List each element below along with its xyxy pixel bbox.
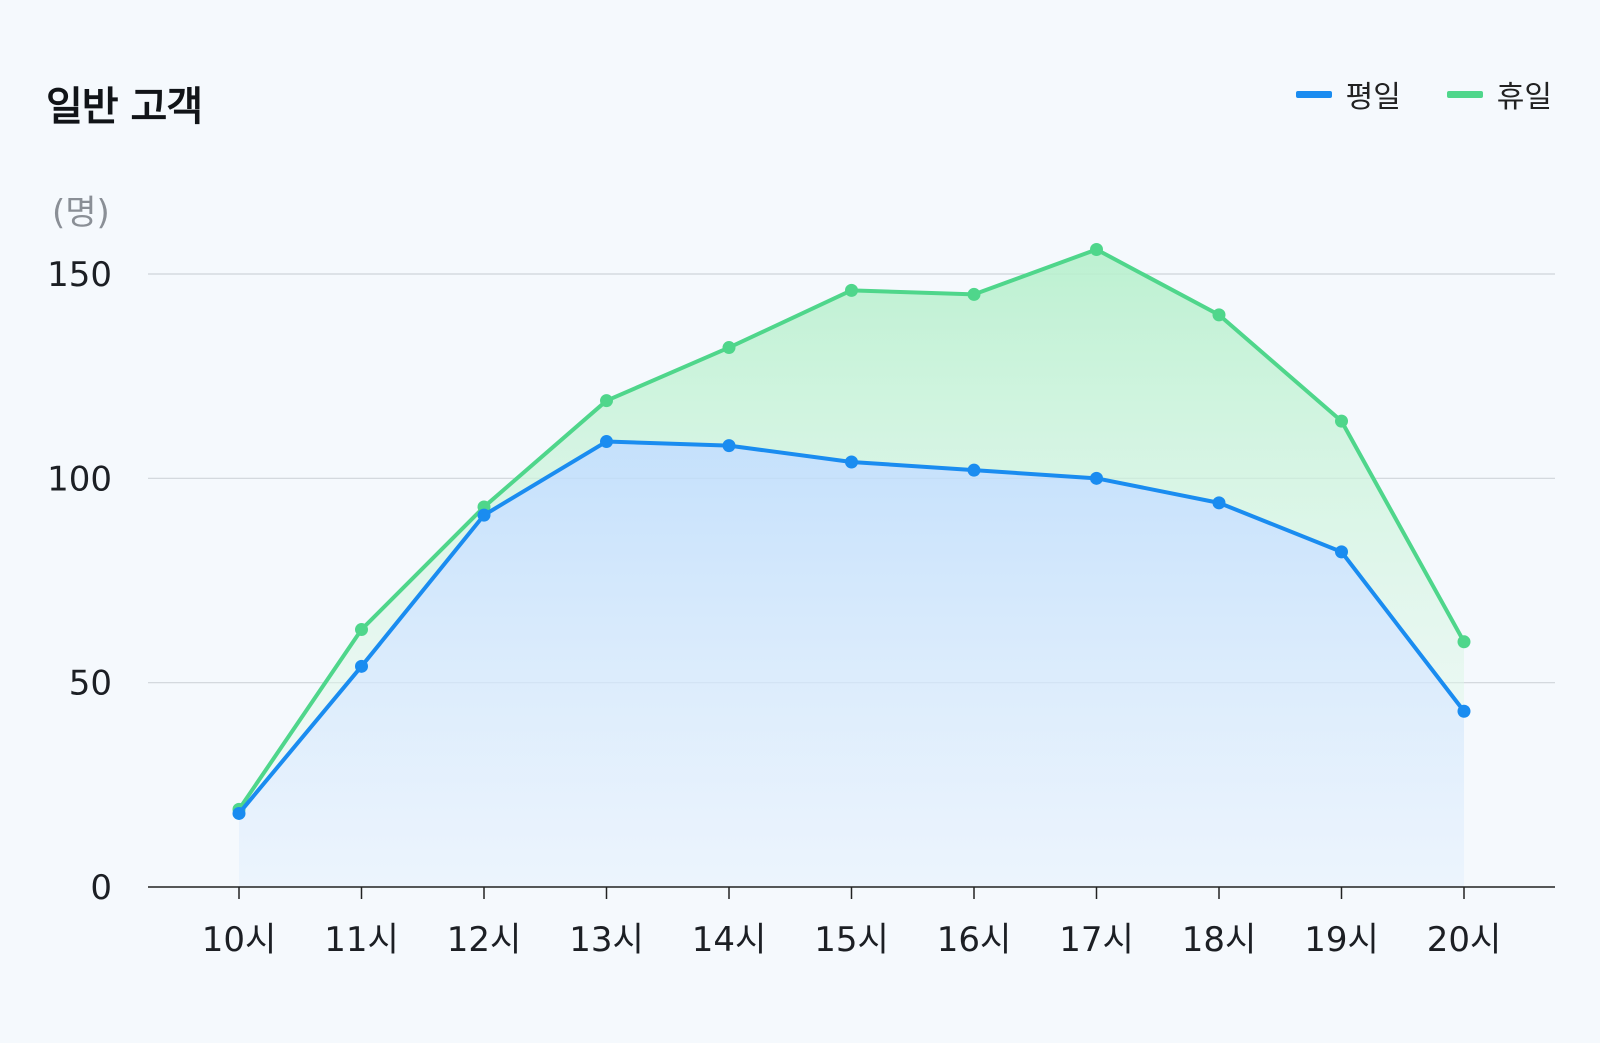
x-tick-label: 11시 xyxy=(324,920,399,960)
data-point-weekday xyxy=(355,659,368,673)
data-point-weekday xyxy=(1212,496,1226,510)
data-point-weekday xyxy=(600,435,613,449)
y-tick-label: 150 xyxy=(47,255,112,295)
data-point-weekday xyxy=(722,439,736,453)
data-point-weekday xyxy=(1090,471,1103,485)
x-tick-label: 20시 xyxy=(1427,920,1502,960)
x-tick-label: 10시 xyxy=(202,920,277,960)
data-point-weekday xyxy=(1457,704,1471,718)
y-tick-label: 0 xyxy=(90,868,112,908)
legend-swatch-weekday xyxy=(1295,90,1332,98)
legend-swatch-holiday xyxy=(1446,90,1483,98)
legend-item-weekday[interactable]: 평일 xyxy=(1295,72,1401,116)
data-point-weekday xyxy=(967,463,981,477)
chart-title: 일반 고객 xyxy=(46,84,203,130)
legend: 평일 휴일 xyxy=(1295,72,1552,116)
area-holiday xyxy=(239,249,1464,814)
x-tick-label: 15시 xyxy=(814,920,889,960)
data-point-weekday xyxy=(232,806,246,820)
data-point-weekday xyxy=(1335,545,1348,559)
data-point-holiday xyxy=(722,341,736,355)
data-point-holiday xyxy=(600,394,613,408)
y-axis-unit-label: (명) xyxy=(52,193,110,233)
legend-item-holiday[interactable]: 휴일 xyxy=(1446,72,1552,116)
legend-label-weekday: 평일 xyxy=(1345,80,1401,115)
data-point-weekday xyxy=(845,455,858,469)
x-tick-label: 17시 xyxy=(1059,920,1134,960)
x-tick-label: 13시 xyxy=(569,920,644,960)
area-weekday xyxy=(239,441,1464,887)
x-tick-label: 12시 xyxy=(447,920,522,960)
data-point-weekday xyxy=(477,508,491,522)
y-tick-label: 100 xyxy=(47,459,112,499)
x-tick-label: 16시 xyxy=(937,920,1012,960)
y-tick-label: 50 xyxy=(69,664,112,704)
x-tick-label: 14시 xyxy=(692,920,767,960)
data-point-holiday xyxy=(1090,242,1103,256)
data-point-holiday xyxy=(1457,635,1471,649)
data-point-holiday xyxy=(1212,308,1226,322)
x-tick-label: 18시 xyxy=(1182,920,1257,960)
legend-label-holiday: 휴일 xyxy=(1496,80,1552,115)
data-point-holiday xyxy=(355,623,368,637)
data-point-holiday xyxy=(1335,414,1348,428)
data-point-holiday xyxy=(845,283,858,297)
x-tick-label: 19시 xyxy=(1304,920,1379,960)
data-point-holiday xyxy=(967,287,981,301)
